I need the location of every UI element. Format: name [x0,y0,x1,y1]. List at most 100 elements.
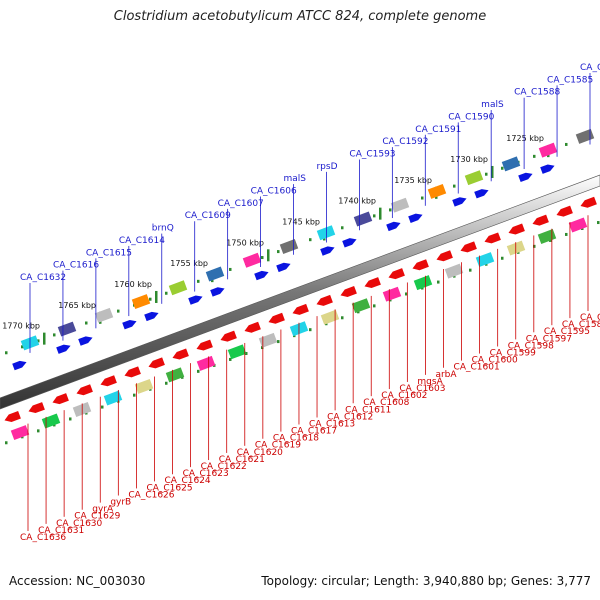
gene-label[interactable]: CA_C1591 [415,125,461,135]
gene-arrow[interactable] [507,223,525,237]
gene-label[interactable]: CA_C1592 [382,137,428,147]
gene-arrow[interactable] [188,293,204,305]
gene-arrow[interactable] [147,357,165,370]
gene-arrow[interactable] [540,162,556,174]
gene-block[interactable] [57,321,77,337]
gene-arrow[interactable] [452,195,468,207]
gene-label[interactable]: CA_C1586 [580,313,600,323]
gene-arrow[interactable] [276,261,292,273]
gene-block[interactable] [279,239,299,254]
gene-label[interactable]: CA_C1616 [53,261,99,271]
gene-label[interactable]: arbA [435,370,457,380]
gene-label[interactable]: CA_C1603 [399,384,445,394]
gene-arrow[interactable] [78,334,94,346]
gene-label[interactable]: CA_C1631 [38,526,84,536]
gene-block[interactable] [427,183,447,199]
gene-label[interactable]: CA_C1593 [349,149,395,159]
gene-arrow[interactable] [339,286,357,299]
gene-label[interactable]: CA_C1636 [20,533,66,543]
gene-block[interactable] [242,252,262,268]
gene-arrow[interactable] [435,250,453,263]
gene-arrow[interactable] [531,214,549,228]
gene-label[interactable]: CA_C1606 [251,187,297,197]
gene-arrow[interactable] [320,244,336,256]
gene-arrow[interactable] [219,330,237,344]
gene-label[interactable]: CA_C1620 [237,448,283,458]
gene-block[interactable] [205,266,225,282]
gene-label[interactable]: CA_C1614 [119,236,165,246]
gene-block[interactable] [103,390,123,406]
gene-block[interactable] [390,197,410,213]
gene-block[interactable] [258,332,278,348]
gene-arrow[interactable] [363,277,381,290]
gene-arrow[interactable] [315,294,333,308]
gene-arrow[interactable] [579,196,597,210]
gene-arrow[interactable] [210,285,226,297]
gene-label[interactable]: CA_C1615 [86,248,132,258]
gene-arrow[interactable] [75,384,93,397]
gene-label[interactable]: CA_C1617 [291,427,337,437]
gene-label[interactable]: CA_C1632 [20,273,66,283]
gene-label[interactable]: mgsA [417,377,443,387]
gene-block[interactable] [316,225,336,241]
gene-block[interactable] [353,211,373,227]
gene-label[interactable]: CA_C1598 [508,341,554,351]
gene-arrow[interactable] [474,187,490,199]
gene-label[interactable]: gyrA [92,505,114,515]
gene-arrow[interactable] [518,171,534,183]
gene-arrow[interactable] [99,375,117,388]
gene-label[interactable]: CA_C1600 [472,356,518,366]
gene-arrow[interactable] [254,269,270,281]
gene-label[interactable]: CA_C1608 [363,398,409,408]
gene-block[interactable] [575,128,595,144]
gene-label[interactable]: malS [284,174,307,184]
gene-label[interactable]: CA_C1619 [255,441,301,451]
gene-arrow[interactable] [555,205,573,219]
gene-label[interactable]: CA_C1587 [562,320,600,330]
gene-label[interactable]: CA_C1609 [185,211,231,221]
gene-arrow[interactable] [12,359,28,371]
gene-label[interactable]: gyrB [110,498,131,508]
gene-arrow[interactable] [291,303,309,317]
gene-label[interactable]: CA_C1595 [544,327,590,337]
gene-arrow[interactable] [3,410,21,424]
gene-arrow[interactable] [411,259,429,272]
gene-arrow[interactable] [243,321,261,335]
gene-block[interactable] [475,252,495,268]
gene-arrow[interactable] [387,268,405,281]
gene-label[interactable]: CA_C1624 [165,476,211,486]
gene-label[interactable]: CA_C1590 [448,112,494,122]
gene-label[interactable]: CA_C1630 [56,519,102,529]
gene-arrow[interactable] [267,312,285,326]
gene-block[interactable] [413,275,433,291]
gene-block[interactable] [464,170,484,186]
gene-label[interactable]: CA_C1611 [345,405,391,415]
gene-arrow[interactable] [51,393,69,406]
gene-block[interactable] [538,142,558,158]
gene-arrow[interactable] [195,339,213,353]
gene-arrow[interactable] [459,241,477,254]
gene-label[interactable]: CA_C1583 [580,63,600,73]
gene-label[interactable]: CA_C1602 [381,391,427,401]
gene-label[interactable]: CA_C1622 [201,462,247,472]
gene-label[interactable]: CA_C1626 [128,490,174,500]
gene-label[interactable]: CA_C1585 [547,75,593,85]
gene-arrow[interactable] [122,318,138,330]
gene-block[interactable] [444,263,464,279]
gene-block[interactable] [131,294,151,310]
gene-label[interactable]: CA_C1612 [327,412,373,422]
gene-arrow[interactable] [171,348,189,362]
gene-label[interactable]: CA_C1607 [218,199,264,209]
gene-block[interactable] [134,378,154,394]
gene-block[interactable] [320,309,340,325]
gene-arrow[interactable] [386,220,402,232]
gene-block[interactable] [382,286,402,302]
gene-label[interactable]: rpsD [316,162,337,172]
gene-label[interactable]: CA_C1629 [74,512,120,522]
gene-label[interactable]: CA_C1621 [219,455,265,465]
gene-label[interactable]: CA_C1599 [490,348,536,358]
gene-block[interactable] [165,367,185,383]
gene-arrow[interactable] [342,236,358,248]
gene-block[interactable] [227,344,247,360]
gene-label[interactable]: CA_C1618 [273,434,319,444]
